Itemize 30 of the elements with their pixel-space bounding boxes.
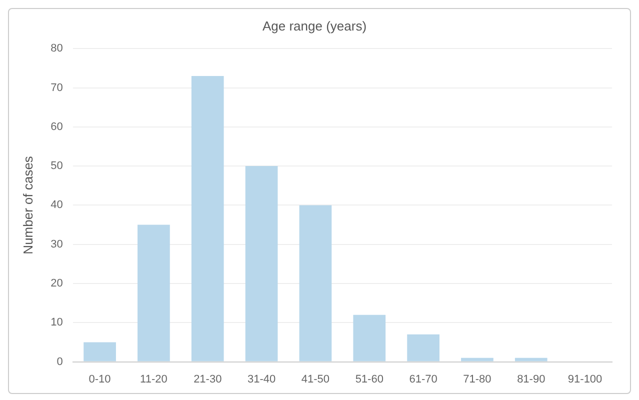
- y-tick-label: 0: [56, 356, 63, 368]
- y-tick-label: 60: [50, 120, 63, 133]
- bar: [407, 334, 440, 362]
- y-tick-label: 50: [50, 160, 63, 172]
- x-tick-label: 31-40: [247, 373, 276, 386]
- y-tick-label: 20: [50, 278, 63, 290]
- x-tick-label: 11-20: [140, 373, 168, 386]
- bar: [245, 166, 278, 362]
- x-tick-label: 41-50: [301, 373, 330, 386]
- x-tick-label: 91-100: [568, 373, 602, 386]
- y-tick-label: 10: [50, 316, 63, 329]
- y-tick-label: 70: [50, 82, 63, 94]
- y-tick-label: 80: [50, 42, 63, 55]
- bar: [191, 76, 224, 362]
- bar: [138, 224, 170, 362]
- y-tick-label: 40: [50, 199, 63, 212]
- y-tick-label: 30: [50, 238, 63, 250]
- x-tick-label: 51-60: [355, 373, 384, 386]
- bar: [299, 205, 332, 362]
- x-tick-label: 81-90: [517, 373, 546, 386]
- y-axis-title: Number of cases: [20, 156, 36, 254]
- chart-title: Age range (years): [262, 18, 367, 34]
- x-tick-label: 21-30: [194, 373, 222, 386]
- x-tick-label: 71-80: [463, 373, 492, 386]
- x-tick-label: 0-10: [88, 373, 111, 386]
- x-tick-label: 61-70: [409, 373, 438, 386]
- bar: [84, 342, 116, 362]
- bar: [461, 358, 494, 362]
- bar: [514, 358, 548, 362]
- bar: [353, 314, 386, 362]
